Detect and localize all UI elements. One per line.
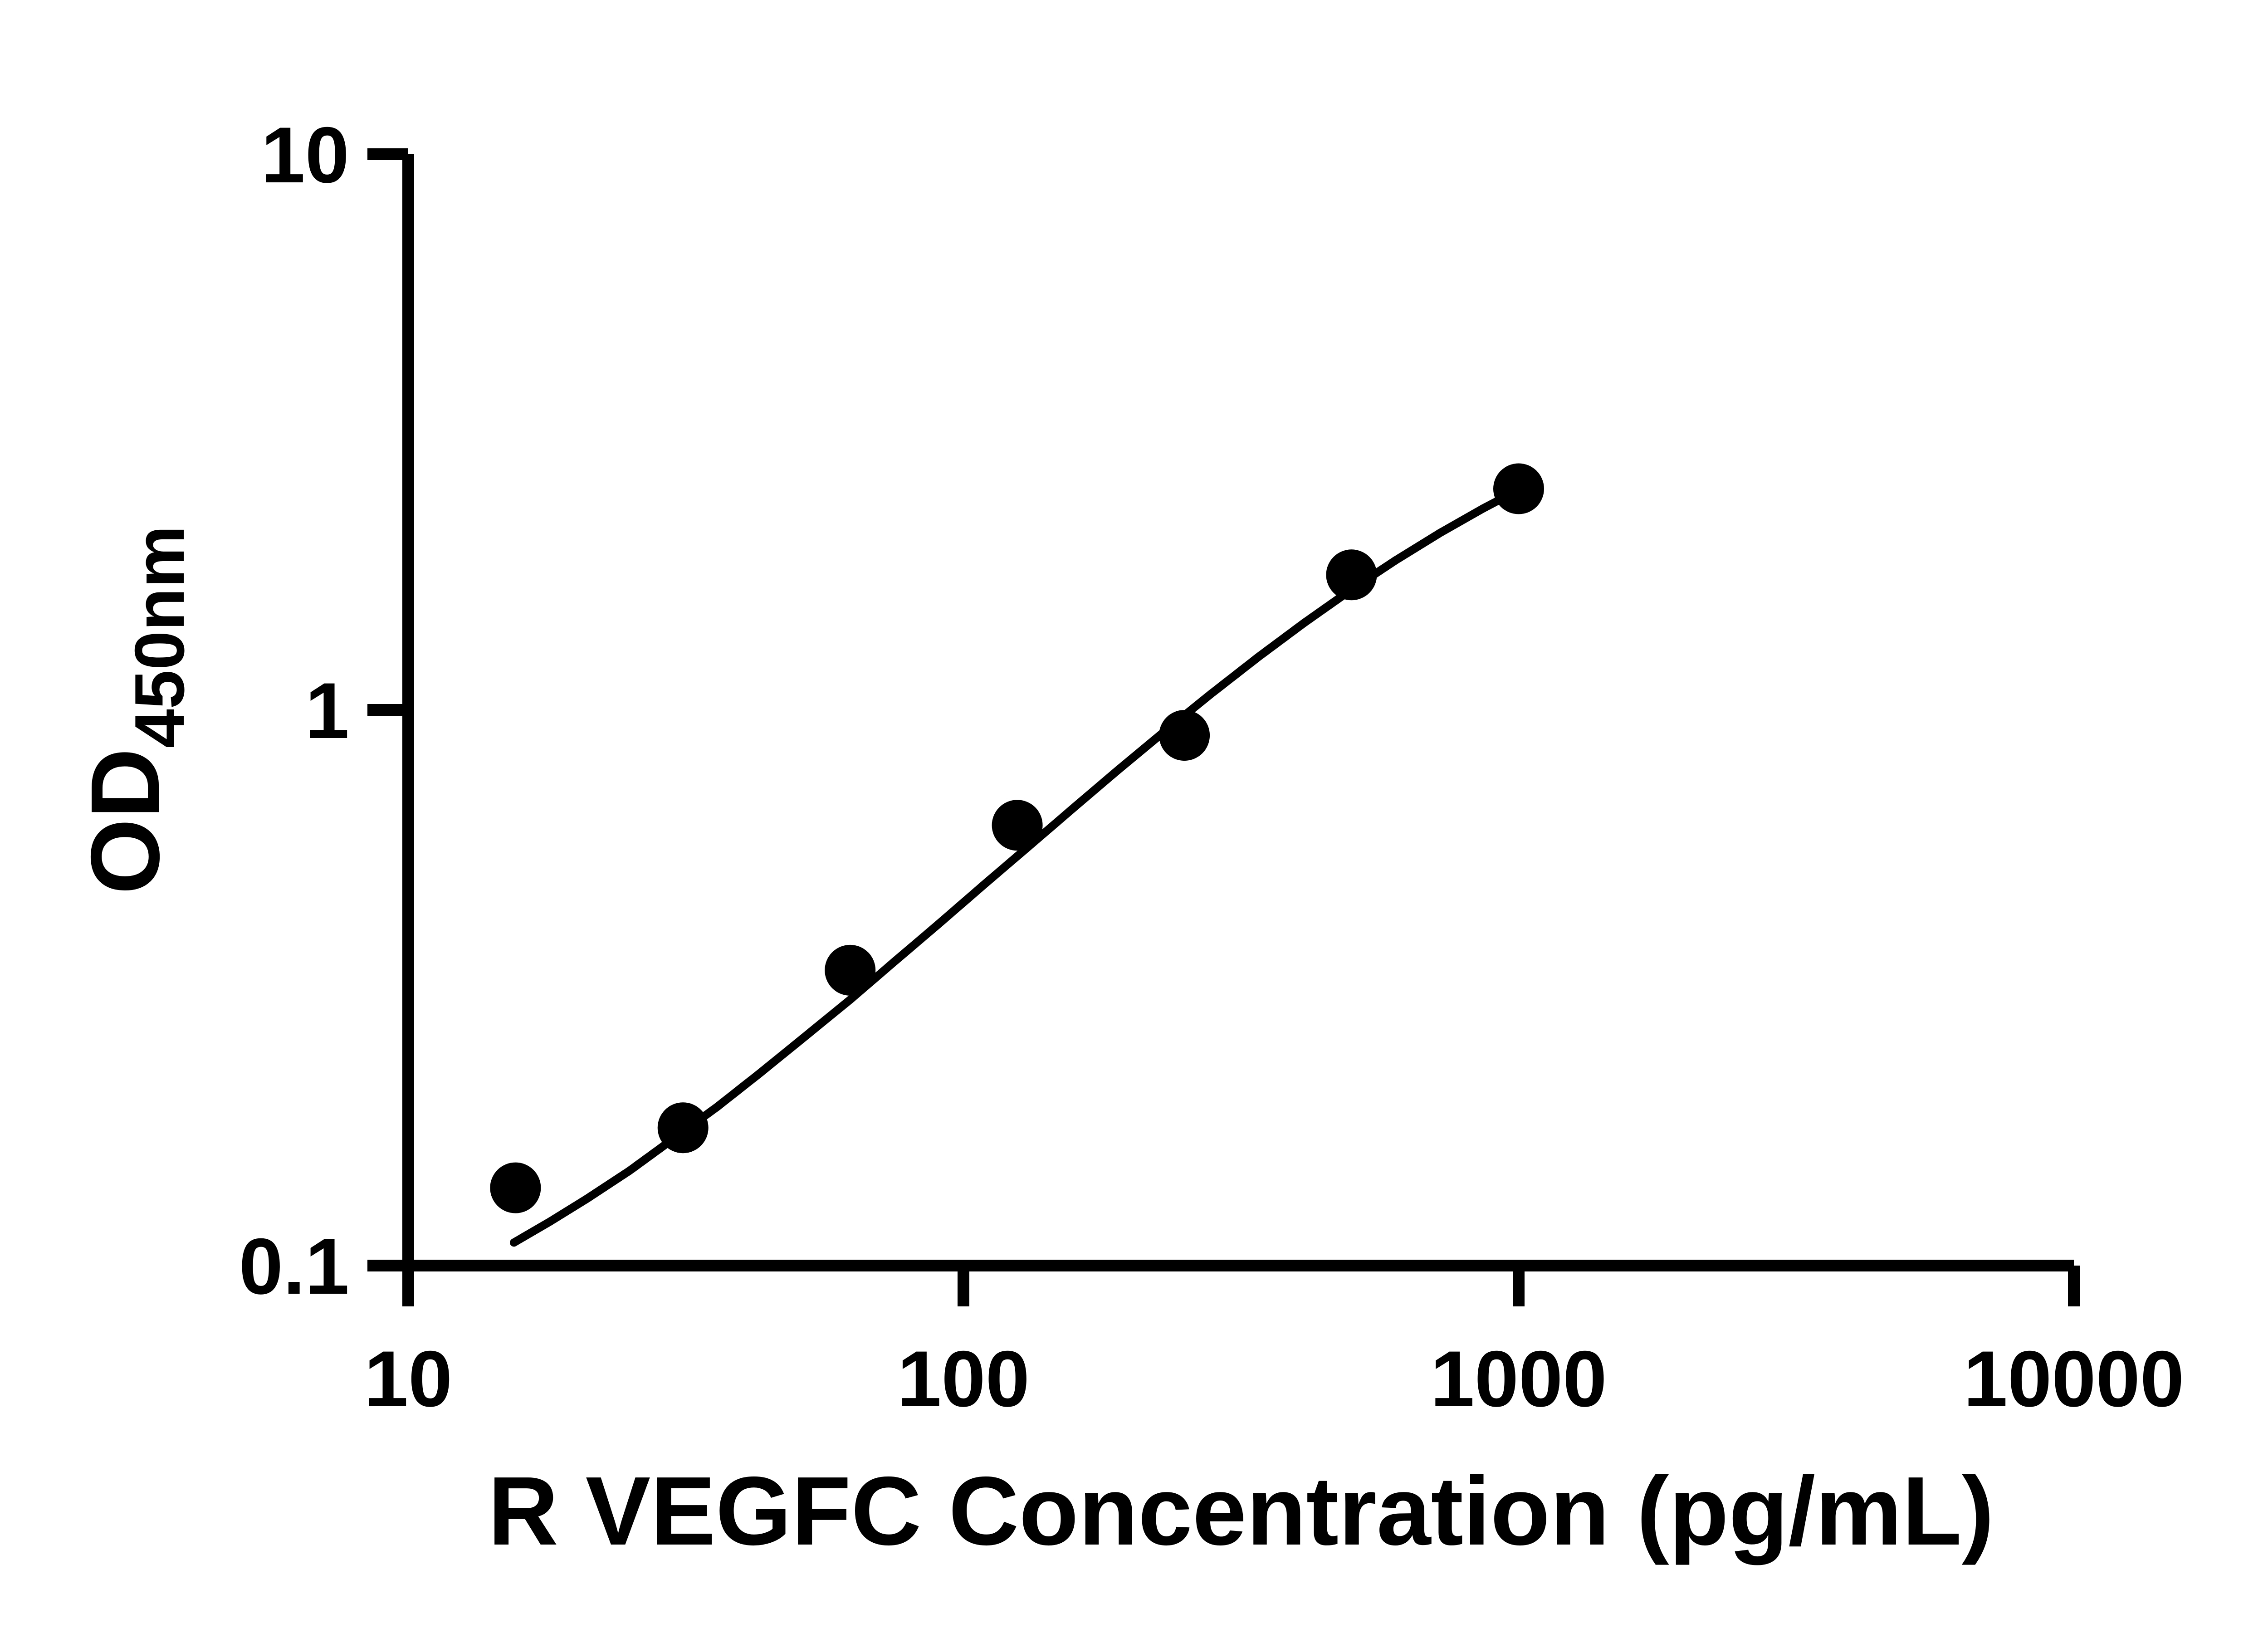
data-point [1159,710,1210,761]
data-point [1326,549,1377,601]
y-axis-title-sub: 450nm [120,525,199,748]
data-point [490,1162,541,1213]
data-point [657,1102,709,1154]
x-tick-label: 1000 [1430,1335,1607,1423]
x-axis-title: R VEGFC Concentration (pg/mL) [488,1456,1994,1565]
y-axis-title: OD450nm [70,525,199,895]
data-point [992,800,1043,851]
x-tick-label: 10 [364,1335,453,1423]
x-tick-label: 100 [897,1335,1030,1423]
y-tick-label: 10 [261,111,349,200]
y-tick-label: 1 [305,667,349,755]
data-point [825,944,876,996]
y-tick-label: 0.1 [239,1222,349,1311]
axes: 10 100 1000 10000 0.1 1 10 [239,111,2185,1423]
x-tick-label: 10000 [1964,1335,2185,1423]
data-points-layer [490,463,1544,1213]
data-point [1493,463,1544,514]
y-axis-title-main: OD [70,748,180,895]
